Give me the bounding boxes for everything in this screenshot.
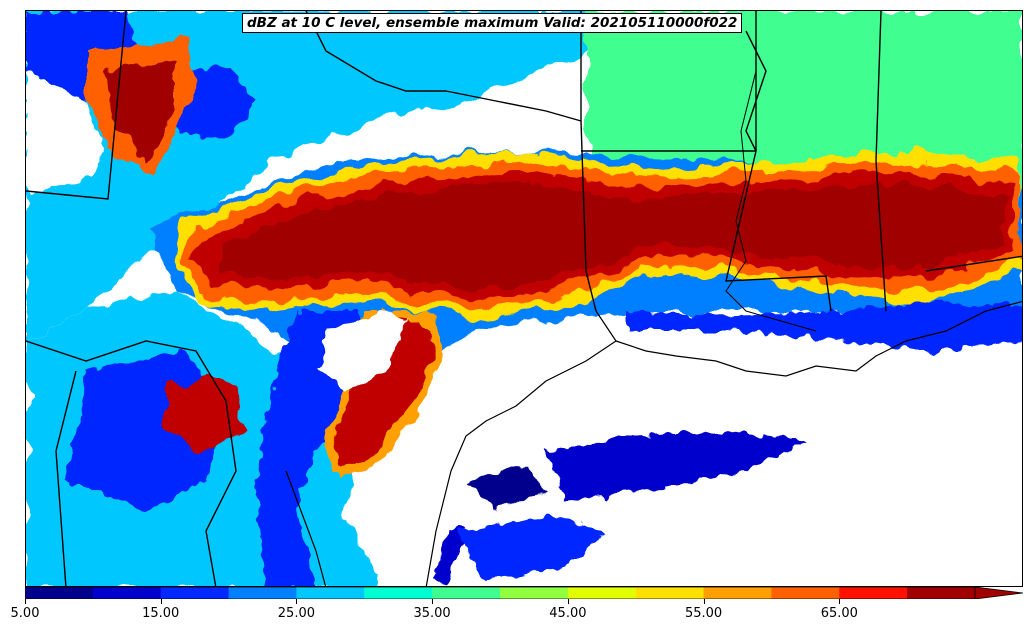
colorbar-tick-mark bbox=[839, 599, 841, 604]
colorbar-segment bbox=[25, 587, 94, 599]
colorbar bbox=[25, 587, 1023, 599]
colorbar-tick-mark bbox=[432, 599, 434, 604]
colorbar-segment bbox=[364, 587, 433, 599]
colorbar-tick-label: 5.00 bbox=[10, 606, 40, 621]
colorbar-tick-mark bbox=[25, 599, 26, 604]
colorbar-tick-label: 25.00 bbox=[277, 606, 315, 621]
colorbar-tick-mark bbox=[703, 599, 705, 604]
coastline bbox=[285, 300, 1022, 586]
colorbar-segment bbox=[500, 587, 569, 599]
rivers bbox=[725, 70, 817, 332]
colorbar-segment bbox=[635, 587, 705, 599]
gulf-echoes bbox=[456, 431, 806, 581]
colorbar-tick-mark bbox=[296, 599, 298, 604]
colorbar-tick-mark bbox=[567, 599, 569, 604]
colorbar-segment bbox=[907, 587, 976, 599]
colorbar-segment bbox=[703, 587, 772, 599]
colorbar-extend-arrow bbox=[974, 587, 1023, 599]
radar-map bbox=[25, 10, 1023, 587]
convective-band bbox=[86, 41, 1022, 481]
colorbar-segment bbox=[432, 587, 501, 599]
colorbar-tick-label: 65.00 bbox=[820, 606, 858, 621]
colorbar-segment bbox=[228, 587, 297, 599]
colorbar-tick-mark bbox=[160, 599, 162, 604]
colorbar-tick-label: 15.00 bbox=[142, 606, 180, 621]
colorbar-tick-label: 55.00 bbox=[684, 606, 723, 621]
colorbar-segment bbox=[92, 587, 162, 599]
colorbar-segment bbox=[567, 587, 637, 599]
colorbar-segment bbox=[296, 587, 365, 599]
colorbar-segment bbox=[160, 587, 230, 599]
colorbar-segment bbox=[839, 587, 908, 599]
map-title: dBZ at 10 C level, ensemble maximum Vali… bbox=[242, 13, 743, 33]
state-borders bbox=[26, 11, 1022, 586]
reflectivity-map-svg bbox=[26, 11, 1022, 586]
colorbar-tick-label: 45.00 bbox=[549, 606, 587, 621]
colorbar-ticks: 5.00 15.00 25.00 35.00 45.00 55.00 65.00 bbox=[0, 599, 1033, 629]
colorbar-tick-label: 35.00 bbox=[413, 606, 451, 621]
colorbar-segment bbox=[771, 587, 840, 599]
lake-clear-area bbox=[321, 311, 406, 391]
west-clear-area bbox=[26, 71, 106, 191]
